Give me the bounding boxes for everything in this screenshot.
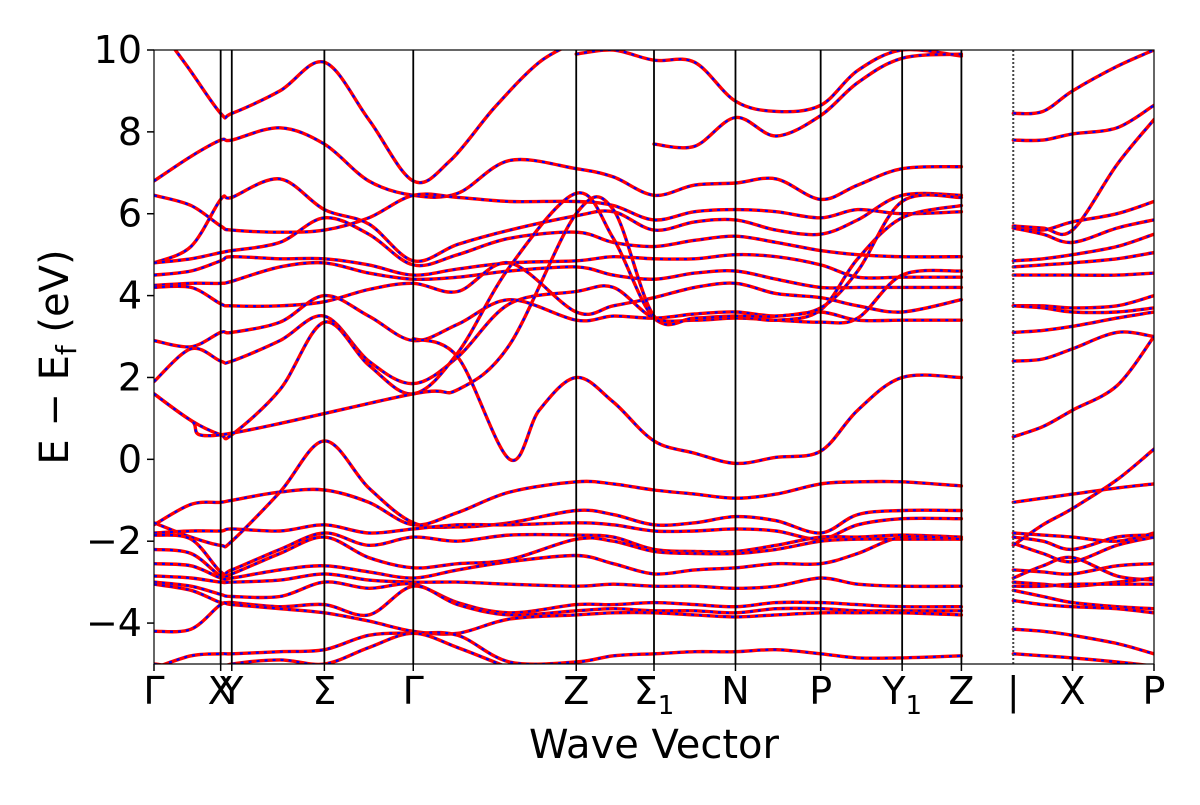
band-overlay-26 — [154, 632, 503, 664]
x-axis-title: Wave Vector — [529, 722, 780, 768]
y-tick-label-3: 2 — [118, 355, 142, 399]
y-tick-label-4: 4 — [118, 274, 142, 318]
x-tick-label-1: X — [208, 669, 234, 713]
high-symmetry-lines — [219, 50, 1074, 664]
y-tick-label-0: −4 — [86, 601, 142, 645]
x-tick-label-3: Σ — [312, 669, 336, 713]
y-tick-label-2: 0 — [118, 437, 142, 481]
band-overlay-21 — [154, 572, 962, 590]
band-overlay-10 — [154, 294, 962, 349]
x-tick-label-7: N — [721, 669, 749, 713]
band-overlay-16 — [154, 439, 962, 548]
y-axis: −4 −2 0 2 4 6 8 10 — [86, 28, 154, 645]
band-overlay-12 — [154, 191, 962, 440]
band-line-3 — [154, 126, 964, 202]
y-axis-title-main: E − E — [32, 355, 78, 465]
band-overlay-44 — [1012, 536, 1154, 563]
path-break-label: | — [1007, 669, 1020, 714]
y-axis-title-unit: (eV) — [32, 249, 78, 345]
x-tick-label-0: Γ — [143, 669, 164, 713]
band-line-24 — [154, 601, 964, 636]
band-line-19 — [154, 535, 964, 580]
x-tick-label-8: P — [809, 669, 832, 713]
band-overlay-2 — [653, 53, 962, 149]
band-line-7 — [154, 252, 964, 280]
y-axis-title: E − Ef (eV) — [32, 249, 83, 464]
y-tick-label-7: 10 — [94, 28, 142, 72]
x-tick-label-5: Z — [563, 669, 589, 713]
band-line-14 — [411, 336, 964, 466]
band-overlay-15 — [154, 480, 962, 527]
band-overlay-11 — [154, 269, 962, 385]
band-overlay-4 — [154, 192, 962, 234]
band-overlay-41 — [1012, 448, 1154, 547]
band-overlay-22 — [154, 580, 962, 614]
band-overlay-31 — [1013, 218, 1154, 244]
band-overlay-13 — [154, 193, 962, 437]
band-overlay-18 — [154, 531, 962, 576]
y-tick-label-5: 6 — [118, 192, 142, 236]
y-tick-label-1: −2 — [86, 519, 142, 563]
x-tick-label-2: Y — [219, 669, 244, 713]
x-tick-label-6: Σ1 — [634, 669, 675, 721]
band-line-20 — [154, 534, 964, 582]
x-tick-label-4: Γ — [403, 669, 424, 713]
x-tick-label-10: Z — [948, 669, 974, 713]
band-overlay-6 — [154, 216, 962, 267]
y-axis-title-subscript: f — [50, 344, 83, 355]
band-overlay-23 — [154, 583, 962, 617]
x-axis: Γ XY Σ Γ Z Σ1 N P Y1 Z X P| — [143, 664, 1165, 721]
bands-layer — [154, 50, 1154, 664]
band-overlay-25 — [162, 631, 962, 664]
band-overlay-38 — [1013, 330, 1154, 363]
x-tick-label-12: P — [1143, 669, 1166, 713]
x-tick-label-9: Y1 — [881, 669, 922, 721]
x-tick-label-11: X — [1059, 669, 1085, 713]
band-overlay-8 — [154, 261, 962, 290]
y-tick-label-6: 8 — [118, 110, 142, 154]
band-overlay-1 — [576, 50, 962, 113]
